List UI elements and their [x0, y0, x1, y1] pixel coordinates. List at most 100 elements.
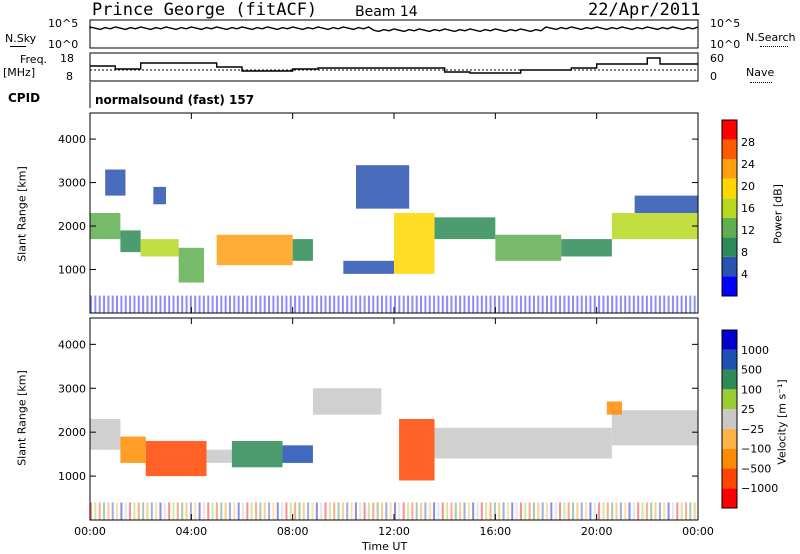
clutter-mark — [194, 502, 197, 520]
panel-power — [90, 165, 698, 313]
clutter-mark — [459, 502, 462, 520]
clutter-mark — [402, 295, 405, 313]
clutter-mark — [580, 295, 583, 313]
clutter-mark — [441, 502, 444, 520]
clutter-mark — [333, 295, 336, 313]
clutter-mark — [602, 502, 605, 520]
y-tick-label: 4000 — [58, 338, 86, 351]
clutter-mark — [276, 295, 279, 313]
clutter-mark — [485, 295, 488, 313]
clutter-mark — [124, 295, 127, 313]
clutter-mark — [376, 295, 379, 313]
colorbar-tick-label: 16 — [741, 202, 755, 215]
clutter-mark — [606, 502, 609, 520]
clutter-mark — [398, 295, 401, 313]
clutter-mark — [563, 295, 566, 313]
y-tick-label: 1000 — [58, 470, 86, 483]
clutter-mark — [576, 295, 579, 313]
colorbar-tick-label: 24 — [741, 158, 755, 171]
clutter-mark — [146, 502, 149, 520]
clutter-mark — [337, 295, 340, 313]
clutter-mark — [567, 295, 570, 313]
clutter-mark — [133, 295, 136, 313]
clutter-mark — [515, 295, 518, 313]
clutter-mark — [528, 295, 531, 313]
clutter-mark — [359, 502, 362, 520]
clutter-mark — [272, 295, 275, 313]
clutter-mark — [585, 502, 588, 520]
clutter-mark — [420, 295, 423, 313]
clutter-mark — [189, 295, 192, 313]
clutter-mark — [155, 295, 158, 313]
nsearch-tick-bottom: 10^0 — [710, 38, 741, 51]
y-tick-label: 3000 — [58, 382, 86, 395]
clutter-mark — [294, 295, 297, 313]
clutter-mark — [693, 295, 696, 313]
clutter-mark — [155, 502, 158, 520]
data-blob — [140, 239, 179, 257]
clutter-mark — [450, 502, 453, 520]
clutter-mark — [454, 295, 457, 313]
data-blob — [434, 427, 612, 459]
clutter-mark — [333, 502, 336, 520]
data-blob — [282, 445, 313, 463]
clutter-mark — [337, 502, 340, 520]
clutter-mark — [546, 502, 548, 520]
clutter-mark — [116, 295, 119, 313]
y-tick-label: 3000 — [58, 177, 86, 190]
clutter-mark — [124, 502, 127, 520]
clutter-mark — [615, 295, 618, 313]
clutter-mark — [376, 502, 379, 520]
clutter-mark — [541, 295, 544, 313]
data-blob — [434, 217, 496, 240]
colorbar-swatch — [722, 139, 737, 160]
clutter-mark — [467, 295, 470, 313]
clutter-mark — [107, 295, 110, 313]
clutter-mark — [624, 502, 627, 520]
colorbar-swatch — [722, 389, 737, 410]
clutter-mark — [472, 295, 475, 313]
clutter-mark — [619, 502, 622, 520]
clutter-mark — [98, 502, 101, 520]
data-blob — [206, 449, 232, 463]
velocity-frame — [89, 317, 699, 521]
clutter-mark — [532, 295, 535, 313]
clutter-mark — [506, 295, 509, 313]
clutter-mark — [489, 295, 492, 313]
clutter-mark — [276, 502, 279, 520]
clutter-mark — [493, 295, 496, 313]
clutter-mark — [228, 502, 231, 520]
colorbar-tick-label: 25 — [741, 403, 755, 416]
clutter-mark — [667, 502, 670, 520]
nsearch-legend-line — [760, 46, 788, 47]
clutter-mark — [519, 295, 522, 313]
clutter-mark — [255, 295, 258, 313]
clutter-mark — [593, 502, 596, 520]
data-blob — [120, 436, 146, 463]
clutter-mark — [693, 502, 696, 520]
clutter-mark — [580, 502, 583, 520]
clutter-mark — [385, 502, 388, 520]
colorbar-tick-label: −1000 — [741, 482, 778, 495]
colorbar-swatch — [722, 369, 737, 390]
clutter-mark — [189, 502, 192, 520]
colorbar-swatch — [722, 217, 737, 238]
clutter-mark — [650, 502, 653, 520]
clutter-mark — [237, 502, 240, 520]
clutter-mark — [641, 295, 644, 313]
clutter-mark — [524, 295, 527, 313]
clutter-mark — [689, 502, 692, 520]
clutter-mark — [150, 295, 153, 313]
clutter-mark — [120, 295, 123, 313]
clutter-mark — [467, 502, 470, 520]
clutter-mark — [606, 295, 609, 313]
clutter-mark — [263, 295, 266, 313]
clutter-mark — [658, 295, 661, 313]
clutter-mark — [541, 502, 544, 520]
clutter-mark — [441, 295, 444, 313]
clutter-mark — [94, 502, 97, 520]
clutter-mark — [220, 502, 223, 520]
clutter-mark — [515, 502, 518, 520]
clutter-mark — [163, 502, 166, 520]
colorbar-frame — [721, 329, 738, 509]
